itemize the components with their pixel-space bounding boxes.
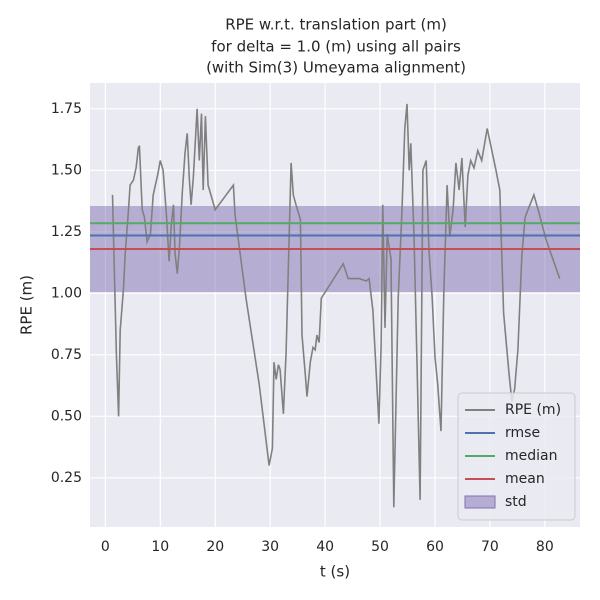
y-tick-label: 1.00 bbox=[51, 285, 82, 301]
y-axis-label: RPE (m) bbox=[18, 275, 36, 335]
y-tick-label: 1.75 bbox=[51, 101, 82, 117]
legend-swatch bbox=[464, 495, 496, 509]
x-tick-label: 40 bbox=[316, 539, 334, 555]
x-tick-label: 60 bbox=[426, 539, 444, 555]
legend: RPE (m) rmse median mean std bbox=[457, 392, 576, 521]
x-axis-label: t (s) bbox=[320, 563, 350, 581]
y-tick-label: 0.25 bbox=[51, 470, 82, 486]
plot-area bbox=[90, 83, 580, 527]
legend-box bbox=[457, 392, 576, 521]
x-tick-label: 80 bbox=[536, 539, 554, 555]
y-tick-label: 0.75 bbox=[51, 347, 82, 363]
legend-text: rmse bbox=[505, 425, 540, 441]
y-tick-label: 1.50 bbox=[51, 162, 82, 178]
legend-text: RPE (m) bbox=[505, 402, 561, 418]
x-tick-label: 20 bbox=[206, 539, 224, 555]
legend-text: std bbox=[505, 494, 527, 510]
x-tick-label: 70 bbox=[481, 539, 499, 555]
legend-text: median bbox=[505, 448, 557, 464]
x-tick-label: 30 bbox=[261, 539, 279, 555]
chart-title: (with Sim(3) Umeyama alignment) bbox=[206, 59, 466, 77]
chart-title: RPE w.r.t. translation part (m) bbox=[225, 16, 447, 34]
legend-text: mean bbox=[505, 471, 545, 487]
x-tick-label: 10 bbox=[151, 539, 169, 555]
x-tick-label: 50 bbox=[371, 539, 389, 555]
y-tick-label: 0.50 bbox=[51, 408, 82, 424]
x-tick-label: 0 bbox=[101, 539, 110, 555]
y-tick-label: 1.25 bbox=[51, 224, 82, 240]
chart-title: for delta = 1.0 (m) using all pairs bbox=[211, 38, 461, 56]
